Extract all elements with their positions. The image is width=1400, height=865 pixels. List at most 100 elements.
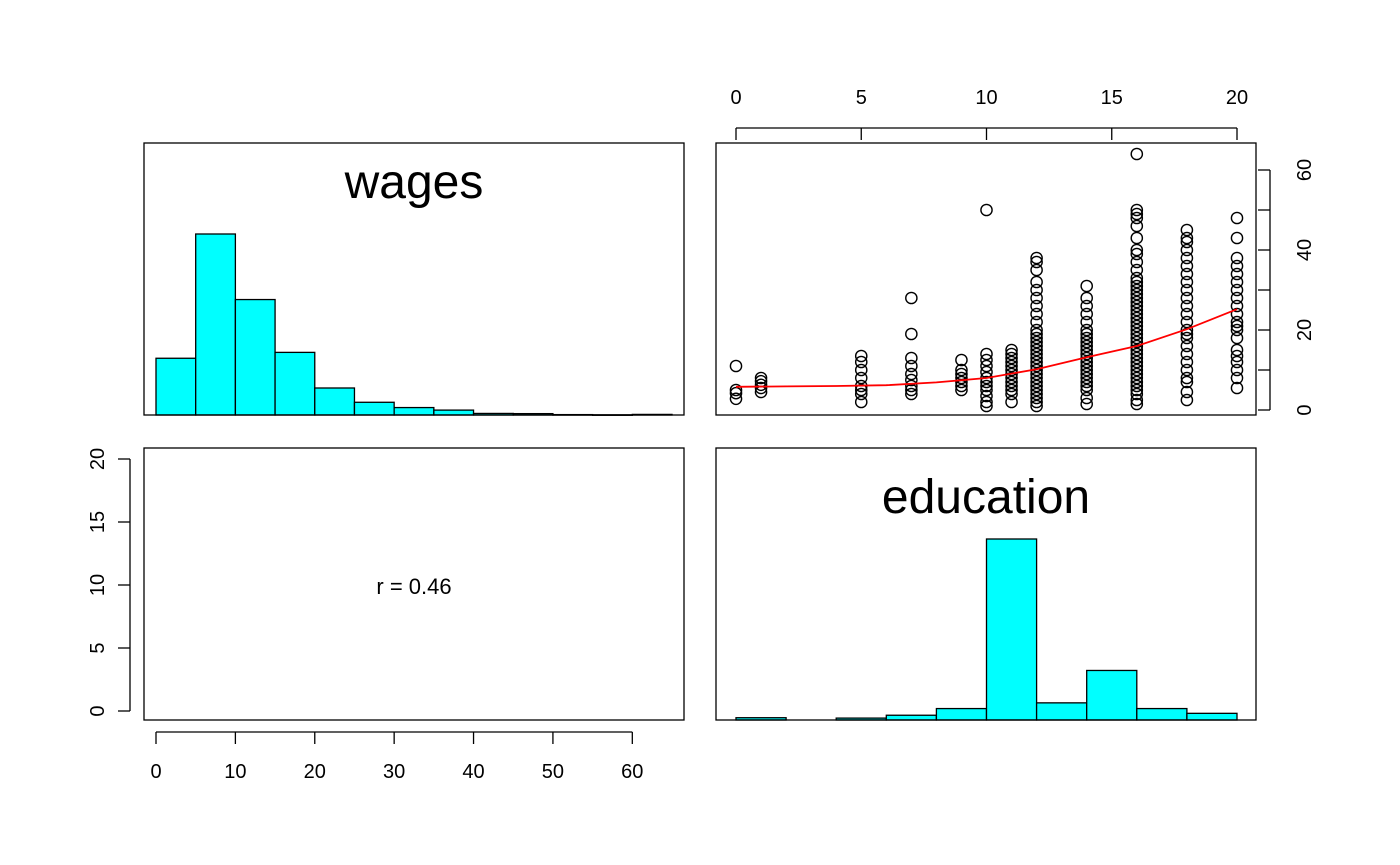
scatter-point (1080, 323, 1093, 337)
scatter-point (1130, 307, 1144, 321)
scatter-point (1030, 371, 1043, 385)
scatter-point (980, 203, 993, 217)
panel-frame (715, 142, 1257, 416)
scatter-point (1080, 371, 1093, 385)
scatter-point (1130, 367, 1144, 381)
scatter-point (1080, 331, 1093, 345)
scatter-point (1130, 287, 1144, 301)
scatter-point (1130, 319, 1144, 333)
scatter-point (1230, 355, 1244, 369)
diagonal-label-wages: wages (344, 156, 484, 209)
scatter-point (905, 367, 918, 381)
scatter-point (1130, 371, 1144, 385)
scatter-point (1030, 375, 1043, 389)
scatter-point (1180, 283, 1194, 297)
scatter-point (1180, 231, 1194, 245)
scatter-point (1230, 275, 1244, 289)
scatter-point (1030, 359, 1043, 373)
scatter-point (1180, 275, 1194, 289)
education-histogram-bar (885, 714, 938, 721)
scatter-point (955, 353, 968, 367)
scatter-point (1080, 367, 1093, 381)
scatter-point (1030, 391, 1043, 405)
bottom-axis-tick-label: 10 (224, 761, 246, 783)
scatter-point (729, 359, 743, 373)
scatter-point (1130, 303, 1144, 317)
scatter-point (1130, 299, 1144, 313)
education-histogram-bar (1136, 707, 1188, 721)
scatter-point (1130, 147, 1144, 161)
scatter-point (1130, 383, 1144, 397)
wages-histogram-bar (314, 387, 356, 416)
scatter-point (905, 291, 918, 305)
scatter-point (1180, 243, 1194, 257)
scatter-point (1005, 383, 1018, 397)
scatter-point (955, 363, 968, 377)
scatter-point (1130, 283, 1144, 297)
scatter-point (1130, 247, 1144, 261)
scatter-point (1030, 251, 1043, 265)
scatter-point (1030, 379, 1043, 393)
wages-histogram-bar (393, 406, 435, 416)
scatter-point (1180, 375, 1194, 389)
top-axis-tick-label: 0 (730, 87, 741, 109)
scatter-point (1030, 351, 1043, 365)
right-axis-tick-label: 0 (1294, 404, 1316, 415)
scatter-point (1030, 335, 1043, 349)
panel-frame (715, 447, 1257, 721)
scatter-point (1005, 375, 1018, 389)
scatter-point (1180, 291, 1194, 305)
scatter-point (1080, 375, 1093, 389)
scatter-point (854, 371, 868, 385)
scatter-point (1005, 347, 1018, 361)
scatter-point (1230, 211, 1244, 225)
scatter-point (1130, 275, 1144, 289)
scatter-point (1130, 351, 1144, 365)
scatter-point (1230, 319, 1244, 333)
scatter-point (1030, 355, 1043, 369)
scatter-point (1130, 387, 1144, 401)
scatter-point (1130, 207, 1144, 221)
scatter-point (1130, 203, 1144, 217)
scatter-point (729, 392, 743, 406)
scatter-point (955, 371, 968, 385)
scatter-point (1130, 363, 1144, 377)
scatter-point (754, 378, 768, 392)
scatter-point (1130, 271, 1144, 285)
scatter-point (1080, 291, 1093, 305)
scatter-point (980, 375, 993, 389)
wages-histogram-bar (274, 351, 316, 416)
scatter-point (854, 395, 868, 409)
scatter-point (1180, 339, 1194, 353)
right-axis-tick-label: 40 (1294, 239, 1316, 261)
scatter-point (1130, 375, 1144, 389)
scatter-point (1080, 279, 1093, 293)
scatter-point (1130, 379, 1144, 393)
scatter-point (980, 353, 993, 367)
scatter-point (1230, 283, 1244, 297)
scatter-point (854, 363, 868, 377)
scatter-point (1030, 347, 1043, 361)
scatter-point (1180, 385, 1194, 399)
scatter-point (1030, 255, 1043, 269)
scatter-point (754, 381, 768, 395)
scatter-point (854, 349, 868, 363)
scatter-point (729, 383, 743, 397)
left-axis-tick-label: 5 (87, 642, 109, 653)
scatter-point (1230, 299, 1244, 313)
bottom-axis-tick-label: 50 (542, 761, 564, 783)
scatter-point (1130, 323, 1144, 337)
education-histogram-bar (1035, 702, 1088, 721)
scatter-point (1005, 395, 1018, 409)
scatter-point (955, 383, 968, 397)
scatter-point (1230, 231, 1244, 245)
scatter-point (1005, 359, 1018, 373)
scatter-point (1005, 379, 1018, 393)
left-axis-tick-label: 15 (87, 511, 109, 533)
scatter-point (1030, 339, 1043, 353)
scatter-point (1130, 339, 1144, 353)
scatter-point (980, 389, 993, 403)
scatter-point (980, 359, 993, 373)
bottom-axis-tick-label: 0 (150, 761, 161, 783)
scatter-point (1180, 259, 1194, 273)
